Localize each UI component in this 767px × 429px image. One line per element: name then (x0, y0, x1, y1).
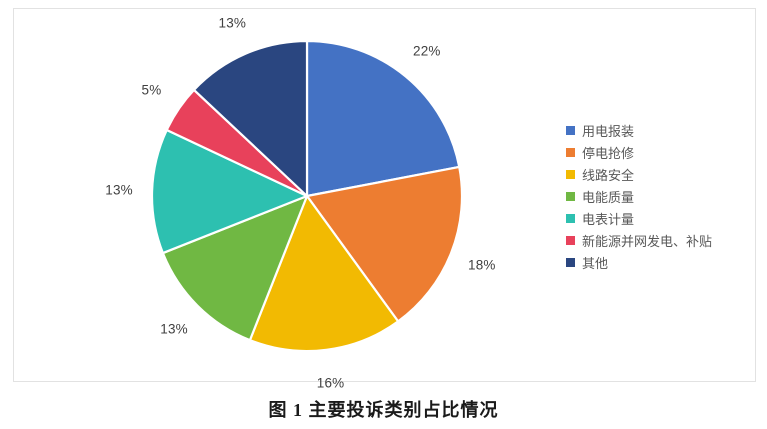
figure-caption: 图 1 主要投诉类别占比情况 (268, 400, 499, 420)
legend-item-label: 其他 (582, 255, 609, 271)
pie-slice (305, 39, 461, 198)
legend-swatch-icon (566, 213, 575, 223)
pie-percent-label: 13% (218, 15, 247, 31)
legend-swatch-icon (566, 257, 575, 267)
legend-item-label: 用电报装 (582, 123, 635, 139)
legend-swatch-icon (566, 169, 575, 179)
legend-swatch-icon (566, 147, 575, 157)
legend-item-label: 电能质量 (582, 189, 635, 205)
pie-svg (150, 39, 464, 353)
legend-item-label: 新能源并网发电、补贴 (582, 233, 713, 249)
pie-slice (150, 128, 309, 255)
pie-percent-label: 18% (467, 257, 496, 273)
pie-slice (192, 39, 309, 198)
pie-slice (161, 194, 309, 342)
legend-swatch-icon (566, 191, 575, 201)
pie-slice (305, 165, 464, 323)
legend-swatch-icon (566, 235, 575, 245)
pie-plot-area: 22% 18% 16% 13% 13% 5% 13% (14, 9, 544, 389)
chart-plot-frame: 22% 18% 16% 13% 13% 5% 13% 用电报装停电抢修线路安全电能质量电表计… (13, 8, 756, 389)
pie-percent-label: 16% (316, 374, 345, 390)
legend-item-label: 停电抢修 (582, 145, 635, 161)
pie-slice-group (150, 39, 464, 353)
pie-percent-label: 13% (105, 182, 133, 198)
legend-item[interactable]: 其他 (566, 251, 766, 273)
legend-item[interactable]: 电能质量 (566, 185, 766, 207)
pie-slice (248, 194, 400, 353)
legend-item-label: 线路安全 (582, 167, 635, 183)
legend-item[interactable]: 用电报装 (566, 119, 766, 141)
chart-legend: 用电报装停电抢修线路安全电能质量电表计量新能源并网发电、补贴 其他 (566, 119, 766, 273)
legend-item[interactable]: 停电抢修 (566, 141, 766, 163)
pie-percent-label: 22% (413, 43, 441, 59)
pie-percent-label: 13% (160, 321, 188, 337)
legend-item[interactable]: 电表计量 (566, 207, 766, 229)
legend-item-label: 电表计量 (582, 211, 635, 227)
legend-item[interactable]: 线路安全 (566, 163, 766, 185)
legend-swatch-icon (566, 125, 575, 135)
legend-item[interactable]: 新能源并网发电、补贴 (566, 229, 766, 251)
pie-percent-label: 5% (141, 82, 162, 98)
